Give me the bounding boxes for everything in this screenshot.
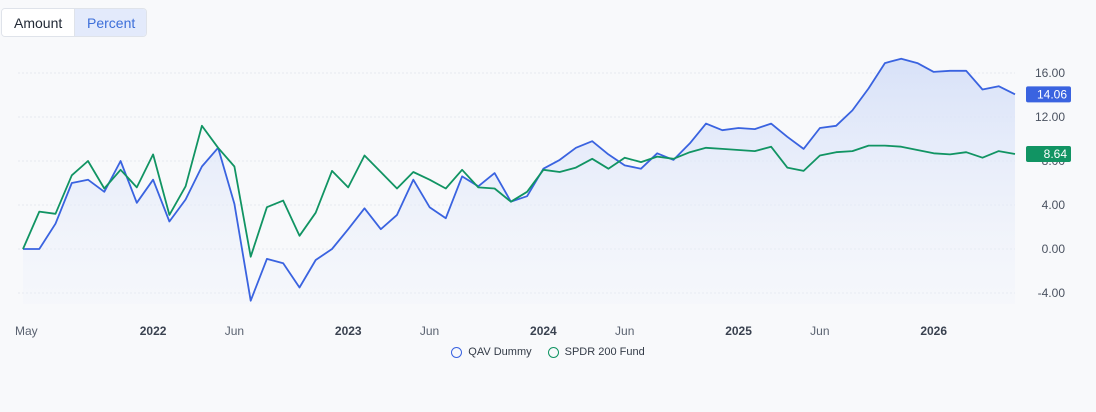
x-tick-label: Jun [225,324,244,338]
qav-last-value-text: 14.06 [1037,87,1067,101]
last-value-badges: 14.06 8.64 [1026,86,1071,162]
qav-line [23,57,1016,302]
spdr-last-value-text: 8.64 [1044,147,1068,161]
qav-last-value-badge [1026,86,1071,103]
x-tick-label: 2023 [335,324,362,338]
x-tick-label: 2026 [920,324,947,338]
y-tick-label: 16.00 [1035,66,1065,80]
series-area-fill [23,58,1015,305]
x-tick-label: 2025 [725,324,752,338]
x-tick-label: May [15,324,38,338]
spdr-last-value-badge [1026,145,1071,162]
legend-item-qav[interactable]: QAV Dummy [451,346,532,358]
legend: QAV Dummy SPDR 200 Fund [0,346,1096,358]
qav-legend-marker [451,346,463,358]
x-tick-label: Jun [615,324,634,338]
y-tick-label: 12.00 [1035,110,1065,124]
y-tick-label: 0.00 [1042,242,1066,256]
percent-button[interactable]: Percent [74,9,146,36]
spdr-line [22,124,1016,258]
qav-area [23,58,1015,305]
y-tick-label: -4.00 [1038,286,1066,300]
series-lines [22,57,1016,302]
x-axis-ticks: May 2022 Jun 2023 Jun 2024 Jun 2025 Jun 2026 [15,324,947,338]
x-tick-label: Jun [420,324,439,338]
amount-button[interactable]: Amount [2,9,74,36]
x-tick-label: Jun [810,324,829,338]
x-tick-label: 2024 [530,324,557,338]
legend-item-spdr[interactable]: SPDR 200 Fund [547,346,645,358]
spdr-legend-marker [547,346,559,358]
amount-percent-toggle: Amount Percent [1,8,147,37]
spdr-legend-label: SPDR 200 Fund [564,346,645,358]
qav-legend-label: QAV Dummy [468,346,532,358]
x-tick-label: 2022 [140,324,167,338]
y-tick-label: 4.00 [1042,198,1066,212]
